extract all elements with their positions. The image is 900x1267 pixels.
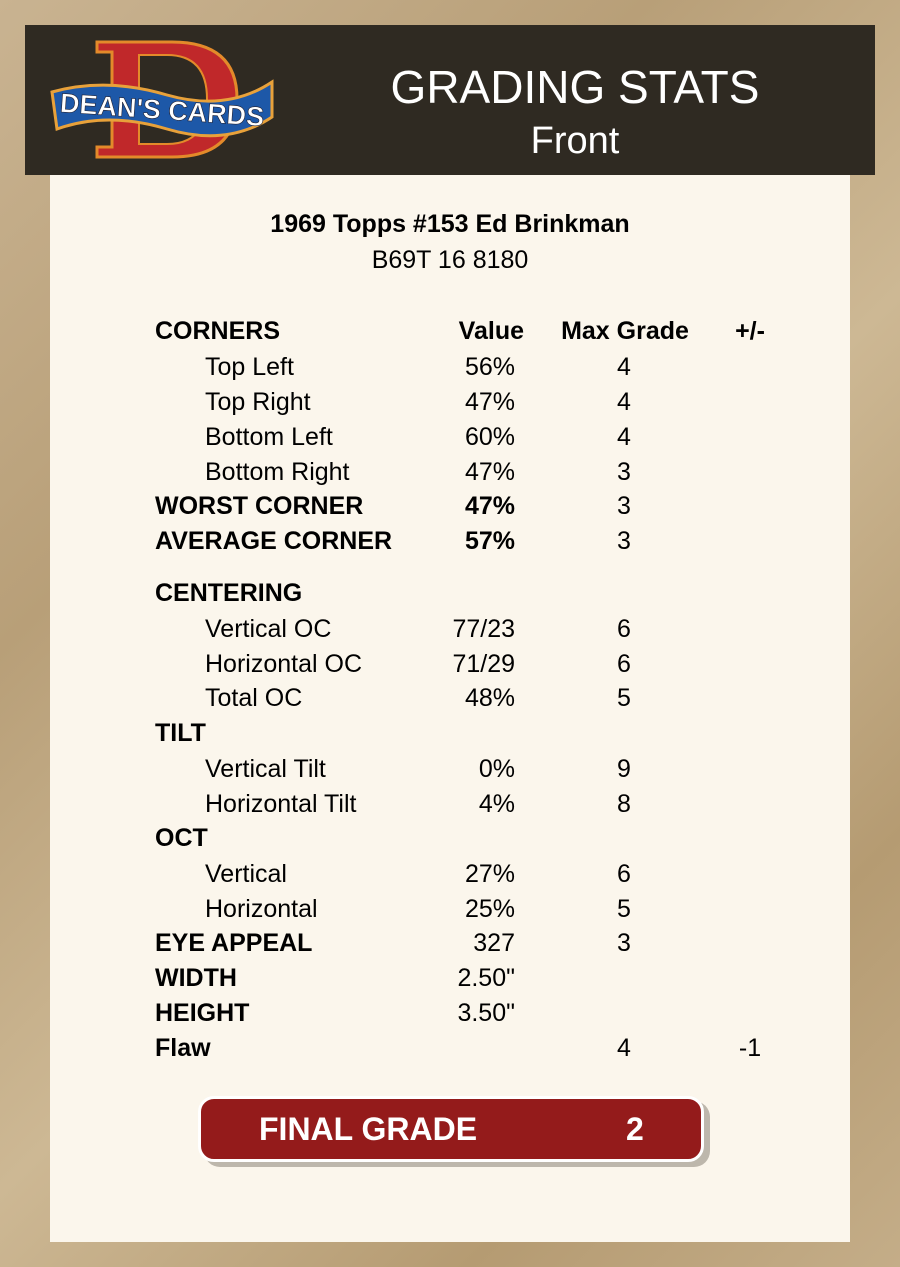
stat-value: 48% [464, 684, 515, 712]
stat-label: Top Left [205, 353, 294, 381]
stat-max-grade: 3 [617, 527, 631, 555]
stat-value: 25% [464, 895, 515, 923]
stat-value: 2.50" [457, 964, 515, 992]
stat-row: Top Left 56% 4 [0, 350, 900, 384]
stat-value: 47% [464, 492, 515, 520]
stat-row: WORST CORNER 47% 3 [0, 489, 900, 523]
stat-value: 327 [473, 929, 515, 957]
card-code: B69T 16 8180 [371, 246, 529, 274]
stat-label: WORST CORNER [155, 492, 364, 520]
stat-row: Vertical 27% 6 [0, 857, 900, 891]
stat-label: Bottom Right [205, 458, 350, 486]
stat-row: Top Right 47% 4 [0, 385, 900, 419]
stat-value: 57% [464, 527, 515, 555]
stat-row: WIDTH 2.50" [0, 961, 900, 995]
stat-label: HEIGHT [155, 999, 250, 1027]
stat-label: TILT [155, 719, 206, 747]
stat-label: WIDTH [155, 964, 237, 992]
stat-value: 0% [478, 755, 515, 783]
card-title: 1969 Topps #153 Ed Brinkman [270, 210, 630, 238]
stat-row: Total OC 48% 5 [0, 681, 900, 715]
final-grade-value: 2 [626, 1111, 644, 1147]
stat-max-grade: 4 [617, 423, 631, 451]
stat-label: Vertical Tilt [205, 755, 326, 783]
stat-row: Vertical Tilt 0% 9 [0, 752, 900, 786]
header-plus-minus: +/- [735, 317, 765, 345]
stat-row: Horizontal Tilt 4% 8 [0, 787, 900, 821]
stat-label: Vertical [205, 860, 287, 888]
stat-max-grade: 9 [617, 755, 631, 783]
stat-row: EYE APPEAL 327 3 [0, 926, 900, 960]
stat-max-grade: 5 [617, 684, 631, 712]
stat-value: 77/23 [452, 615, 515, 643]
stat-label: Horizontal [205, 895, 318, 923]
final-grade-banner: FINAL GRADE 2 [198, 1096, 704, 1162]
stat-label: EYE APPEAL [155, 929, 313, 957]
stat-row: Flaw 4 -1 [0, 1031, 900, 1065]
stat-value: 56% [464, 353, 515, 381]
header-value: Value [458, 317, 524, 345]
stat-value: 47% [464, 388, 515, 416]
stat-value: 3.50" [457, 999, 515, 1027]
stat-max-grade: 6 [617, 860, 631, 888]
stat-max-grade: 6 [617, 650, 631, 678]
stat-row: HEIGHT 3.50" [0, 996, 900, 1030]
stat-max-grade: 6 [617, 615, 631, 643]
stat-max-grade: 4 [617, 1034, 631, 1062]
stat-row: OCT [0, 821, 900, 855]
header-max-grade: Max Grade [561, 317, 689, 345]
deans-cards-logo: DEAN'S CARDS [50, 40, 274, 159]
stat-value: 47% [464, 458, 515, 486]
stat-row: Vertical OC 77/23 6 [0, 612, 900, 646]
stat-row: TILT [0, 716, 900, 750]
stat-value: 60% [464, 423, 515, 451]
stat-row: CENTERING [0, 576, 900, 610]
stat-label: Total OC [205, 684, 303, 712]
stat-max-grade: 8 [617, 790, 631, 818]
stat-label: CENTERING [155, 579, 303, 607]
section-corners: CORNERS [155, 317, 281, 345]
stat-max-grade: 3 [617, 492, 631, 520]
stat-max-grade: 4 [617, 353, 631, 381]
stat-label: Horizontal OC [205, 650, 362, 678]
stat-row: Horizontal 25% 5 [0, 892, 900, 926]
page-subtitle: Front [530, 120, 620, 162]
stat-row: Horizontal OC 71/29 6 [0, 647, 900, 681]
final-grade-label: FINAL GRADE [259, 1111, 478, 1147]
stat-label: AVERAGE CORNER [155, 527, 393, 555]
stat-max-grade: 3 [617, 458, 631, 486]
stat-label: Bottom Left [205, 423, 333, 451]
stat-label: Flaw [155, 1034, 211, 1062]
stat-value: 4% [478, 790, 515, 818]
stat-plus-minus: -1 [738, 1034, 762, 1062]
header: DEAN'S CARDS GRADING STATS Front [25, 25, 875, 175]
stat-value: 27% [464, 860, 515, 888]
stat-row: AVERAGE CORNER 57% 3 [0, 524, 900, 558]
page-title: GRADING STATS [390, 61, 760, 113]
stats-panel [50, 175, 850, 1242]
stat-label: OCT [155, 824, 208, 852]
stat-max-grade: 5 [617, 895, 631, 923]
column-headers: CORNERS Value Max Grade +/- [0, 314, 900, 348]
stat-label: Top Right [205, 388, 311, 416]
stat-row: Bottom Left 60% 4 [0, 420, 900, 454]
stat-row: Bottom Right 47% 3 [0, 455, 900, 489]
stat-label: Horizontal Tilt [205, 790, 357, 818]
stat-max-grade: 3 [617, 929, 631, 957]
stat-label: Vertical OC [205, 615, 332, 643]
stat-value: 71/29 [452, 650, 515, 678]
stat-max-grade: 4 [617, 388, 631, 416]
